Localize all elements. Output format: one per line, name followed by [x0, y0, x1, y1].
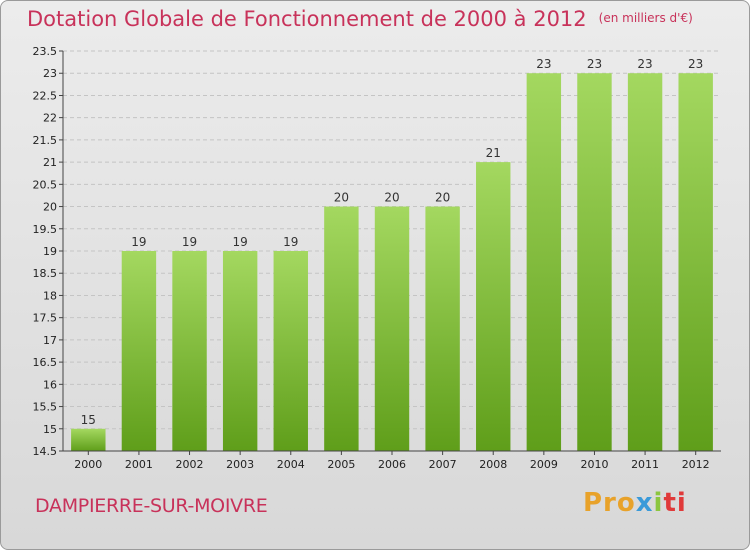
bar — [627, 73, 663, 451]
x-tick-label: 2000 — [74, 458, 102, 471]
y-tick-label: 19.5 — [33, 223, 58, 236]
commune-name: DAMPIERRE-SUR-MOIVRE — [35, 495, 268, 517]
y-axis: 14.5 15 15.5 16 16.5 17 17.5 18 18.5 19 19.5 20 20.5… — [33, 45, 64, 458]
y-tick-label: 15 — [43, 423, 57, 436]
y-tick-label: 16 — [43, 378, 57, 391]
x-tick-label: 2003 — [226, 458, 254, 471]
bar-value-label: 23 — [536, 57, 551, 71]
bar-value-label: 20 — [334, 191, 349, 205]
y-tick-label: 21 — [43, 156, 57, 169]
x-axis: 2000 2001 2002 2003 2004 2005 2006 2007 2008 2009… — [63, 450, 721, 471]
chart-unit: (en milliers d'€) — [598, 11, 693, 25]
y-tick-label: 15.5 — [33, 401, 58, 414]
y-tick-label: 18 — [43, 289, 57, 302]
proxiti-logo: Proxiti — [583, 488, 687, 518]
x-tick-label: 2009 — [530, 458, 558, 471]
y-tick-label: 22 — [43, 112, 57, 125]
y-tick-label: 14.5 — [33, 445, 58, 458]
y-tick-label: 23 — [43, 67, 57, 80]
bar — [273, 251, 308, 451]
y-tick-label: 20 — [43, 201, 57, 214]
bar-value-label: 23 — [688, 57, 703, 71]
y-tick-label: 22.5 — [33, 89, 58, 102]
bars: 15 19 19 19 19 20 20 20 21 23 23 23 23 — [71, 57, 713, 451]
bar-value-label: 20 — [384, 191, 399, 205]
x-tick-label: 2005 — [327, 458, 355, 471]
bar-value-label: 19 — [131, 235, 146, 249]
x-tick-label: 2010 — [580, 458, 608, 471]
bar — [374, 206, 410, 451]
y-tick-label: 18.5 — [33, 267, 58, 280]
bar-value-label: 21 — [486, 146, 501, 160]
bar — [526, 73, 562, 451]
bar — [425, 206, 460, 451]
x-tick-label: 2012 — [682, 458, 710, 471]
y-tick-label: 17 — [43, 334, 57, 347]
x-tick-label: 2011 — [631, 458, 659, 471]
bar — [172, 251, 207, 451]
bar-value-label: 23 — [637, 57, 652, 71]
bar-value-label: 19 — [182, 235, 197, 249]
x-tick-label: 2006 — [378, 458, 406, 471]
y-tick-label: 19 — [43, 245, 57, 258]
bar — [121, 251, 157, 451]
y-tick-label: 23.5 — [33, 45, 58, 58]
bar — [222, 251, 258, 451]
bar — [476, 162, 511, 451]
x-tick-label: 2007 — [429, 458, 457, 471]
bar — [324, 206, 359, 451]
bar-value-label: 23 — [587, 57, 602, 71]
bar — [678, 73, 713, 451]
y-tick-label: 16.5 — [33, 356, 58, 369]
x-tick-label: 2004 — [277, 458, 305, 471]
bar — [577, 73, 612, 451]
bar-value-label: 20 — [435, 191, 450, 205]
chart-title-text: Dotation Globale de Fonctionnement de 20… — [27, 7, 587, 31]
y-tick-label: 20.5 — [33, 178, 58, 191]
bar-value-label: 15 — [81, 413, 96, 427]
y-tick-label: 21.5 — [33, 134, 58, 147]
bar — [71, 428, 106, 451]
bar-value-label: 19 — [233, 235, 248, 249]
chart-title: Dotation Globale de Fonctionnement de 20… — [27, 7, 693, 31]
x-tick-label: 2001 — [125, 458, 153, 471]
x-tick-label: 2008 — [479, 458, 507, 471]
y-tick-label: 17.5 — [33, 312, 58, 325]
bar-value-label: 19 — [283, 235, 298, 249]
x-tick-label: 2002 — [176, 458, 204, 471]
